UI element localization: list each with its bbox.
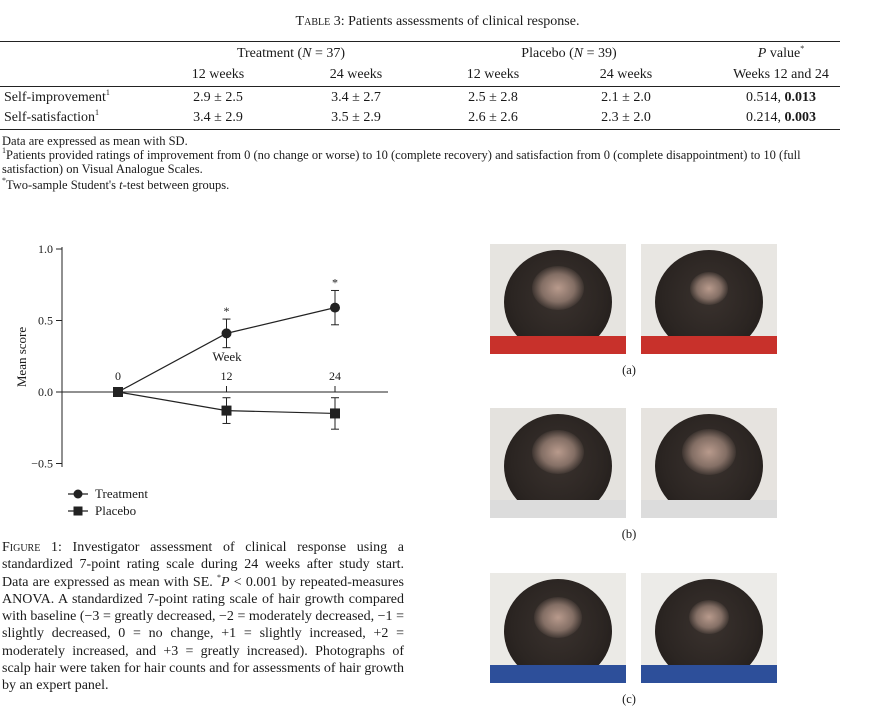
crown-area [682, 429, 736, 476]
panel-label-c: (c) [622, 692, 636, 706]
table-caption-prefix: Table 3 [295, 14, 341, 29]
shirt-collar [490, 500, 626, 518]
y-tick-label: 1.0 [38, 242, 53, 256]
y-axis-label: Mean score [14, 327, 29, 388]
header-pvalue: P value* [757, 44, 805, 62]
scalp-photo [490, 244, 626, 354]
data-point-placebo [113, 387, 123, 397]
figure-caption: Figure 1: Investigator assessment of cli… [2, 540, 404, 694]
scalp-photo [641, 573, 777, 683]
table-cell: 2.9 ± 2.5 [193, 90, 243, 105]
data-point-placebo [330, 408, 340, 419]
crown-area [532, 266, 584, 311]
table-bottom-rule [0, 129, 840, 130]
table-footnote-1: Data are expressed as mean with SD. [2, 134, 188, 148]
table-header-rule [0, 86, 840, 87]
header-treatment: Treatment (N = 37) [236, 46, 346, 61]
subheader-treatment-24: 24 weeks [329, 67, 383, 82]
subheader-treatment-12: 12 weeks [191, 67, 245, 82]
table-cell: 2.1 ± 2.0 [601, 90, 651, 105]
y-tick-label: −0.5 [31, 457, 53, 471]
table-cell: 2.3 ± 2.0 [601, 110, 651, 125]
y-tick-label: 0.0 [38, 385, 53, 399]
x-tick-label: 0 [115, 369, 121, 383]
table-footnote-2: 1Patients provided ratings of improvemen… [2, 146, 801, 177]
crown-area [532, 430, 584, 475]
clinical-response-chart: Mean score Week 1.0 0.5 0.0 −0.5 0 12 24 * * Tre… [14, 242, 388, 518]
scalp-photo [641, 408, 777, 518]
table-cell: 2.6 ± 2.6 [468, 110, 518, 125]
significance-marker: * [224, 304, 230, 318]
panel-label-a: (a) [622, 363, 636, 377]
table-cell: 3.4 ± 2.7 [331, 90, 381, 105]
x-tick-label: 24 [329, 369, 341, 383]
data-point-placebo [221, 405, 232, 416]
pvalue-cell: 0.214, 0.003 [746, 110, 816, 125]
data-point-treatment [330, 302, 340, 313]
row-label-self-satisfaction: Self-satisfaction1 [4, 108, 99, 126]
scalp-photo [490, 573, 626, 683]
legend-marker-placebo [73, 506, 83, 516]
table-caption: Table 3: Patients assessments of clinica… [0, 14, 875, 30]
scalp-photo [641, 244, 777, 354]
legend-label-placebo: Placebo [95, 503, 136, 518]
scalp-photo [490, 408, 626, 518]
y-tick-label: 0.5 [38, 314, 53, 328]
crown-area [689, 271, 729, 305]
significance-marker: * [332, 275, 338, 289]
shirt-collar [490, 665, 626, 683]
x-tick-label: 12 [221, 369, 233, 383]
table-footnote-3: *Two-sample Student's t-test between gro… [2, 176, 230, 193]
legend-label-treatment: Treatment [95, 486, 148, 501]
shirt-collar [641, 336, 777, 354]
pvalue-cell: 0.514, 0.013 [746, 90, 816, 105]
row-label-self-improvement: Self-improvement1 [4, 88, 110, 106]
data-point-treatment [221, 328, 232, 339]
x-axis-label: Week [212, 349, 242, 364]
crown-area [689, 600, 729, 635]
header-placebo: Placebo (N = 39) [521, 46, 617, 61]
table-caption-text: : Patients assessments of clinical respo… [340, 14, 580, 29]
shirt-collar [641, 500, 777, 518]
shirt-collar [490, 336, 626, 354]
legend-marker-treatment [73, 489, 83, 499]
subheader-placebo-24: 24 weeks [599, 67, 653, 82]
table-cell: 2.5 ± 2.8 [468, 90, 518, 105]
shirt-collar [641, 665, 777, 683]
panel-label-b: (b) [621, 527, 637, 541]
subheader-pvalue: Weeks 12 and 24 [733, 67, 829, 82]
table-cell: 3.5 ± 2.9 [331, 110, 381, 125]
table-top-rule [0, 41, 840, 42]
subheader-placebo-12: 12 weeks [466, 67, 520, 82]
table-cell: 3.4 ± 2.9 [193, 110, 243, 125]
crown-area [534, 596, 582, 638]
